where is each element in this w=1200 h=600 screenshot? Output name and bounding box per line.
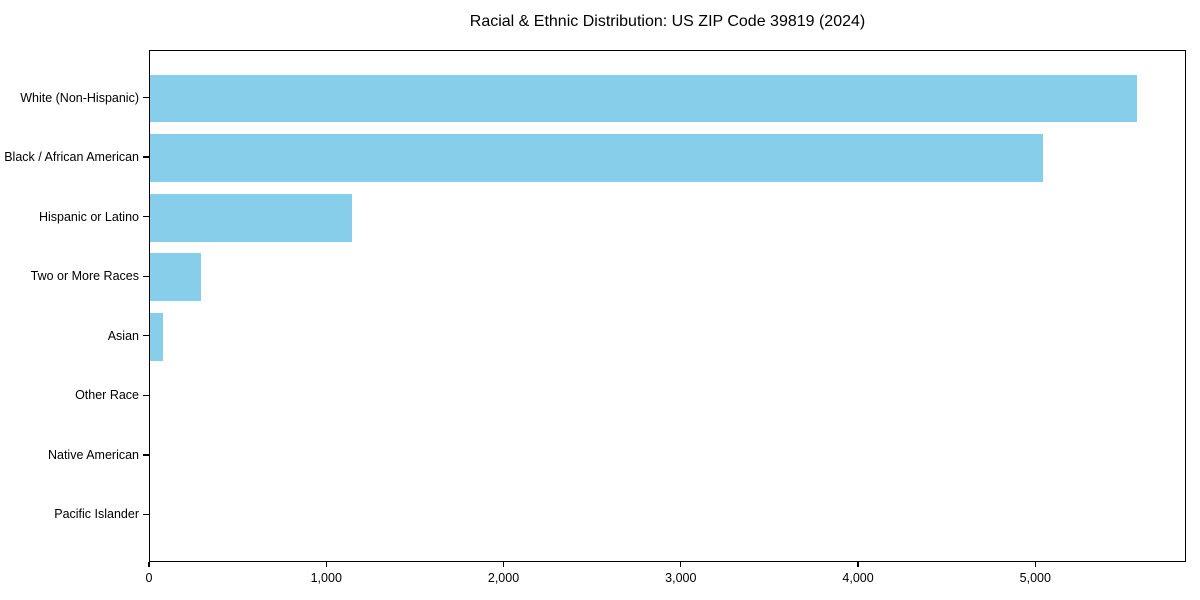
x-axis-tick [1034,562,1036,567]
bar [150,193,353,242]
y-axis-tick [143,215,149,218]
bar [150,253,202,302]
y-axis-tick [143,394,149,396]
x-axis-tick [680,562,682,567]
category-label: Two or More Races [30,269,139,284]
x-axis-tick [857,562,859,567]
plot-area [149,50,1186,562]
category-label: Black / African American [4,150,139,165]
category-label: Other Race [75,388,139,403]
x-axis-tick [148,562,150,567]
chart-title: Racial & Ethnic Distribution: US ZIP Cod… [469,13,866,30]
x-tick-label: 5,000 [1019,571,1051,585]
y-axis-tick [143,275,149,277]
bar [150,312,163,361]
x-tick-label: 0 [145,571,153,585]
category-label: Asian [107,328,139,343]
bar [150,74,1138,123]
category-label: Native American [47,447,139,462]
bar [150,134,1044,182]
x-tick-label: 2,000 [487,571,520,585]
category-label: Pacific Islander [54,507,139,522]
x-axis-tick [325,562,327,567]
category-label: Hispanic or Latino [38,209,139,224]
y-axis-tick [143,513,149,516]
y-axis-tick [143,335,149,337]
x-tick-label: 1,000 [310,571,342,585]
x-tick-label: 4,000 [842,571,874,585]
y-axis-tick [143,96,149,99]
x-axis-tick [502,562,505,567]
y-axis-tick [143,156,149,158]
x-tick-label: 3,000 [665,571,697,585]
y-axis-tick [143,454,149,456]
category-label: White (Non-Hispanic) [20,90,139,105]
